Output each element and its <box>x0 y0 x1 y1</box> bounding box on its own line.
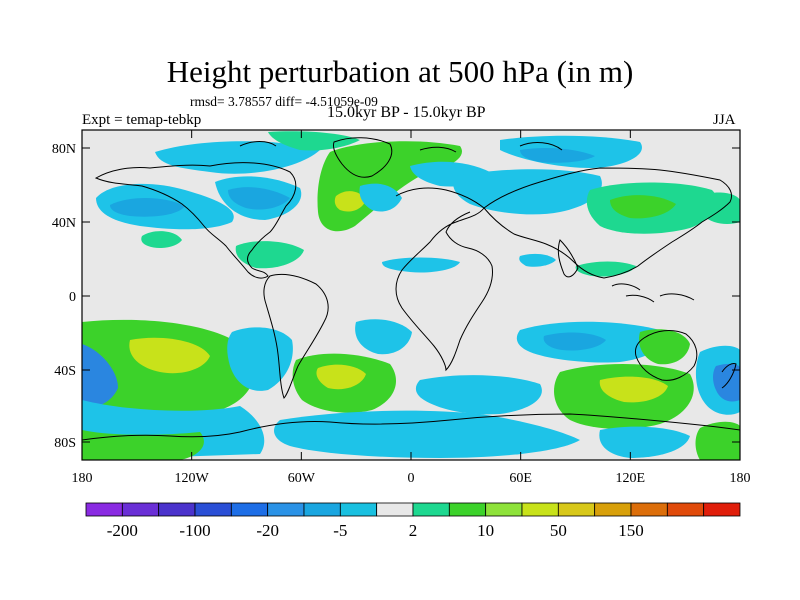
contour-region <box>274 410 580 458</box>
coastlines <box>82 137 740 441</box>
lon-label: 120W <box>175 471 210 486</box>
contour-region <box>599 376 668 403</box>
contour-region <box>228 187 290 210</box>
contour-region <box>316 364 366 390</box>
season-label: JJA <box>713 112 736 128</box>
colorbar: -200 -100 -20 -5 2 10 50 150 <box>85 502 741 540</box>
colorbar-swatch <box>85 502 123 517</box>
contour-region <box>695 421 740 460</box>
contour-region <box>141 231 182 248</box>
latitude-axis: 80N 40N 0 40S 80S <box>52 142 740 451</box>
plot-title: Height perturbation at 500 hPa (in m) <box>166 54 634 89</box>
colorbar-swatch <box>448 502 487 517</box>
contour-region <box>519 253 556 267</box>
contour-region <box>415 375 542 415</box>
lat-label: 40S <box>54 364 76 379</box>
colorbar-swatch <box>557 502 596 517</box>
colorbar-swatch <box>194 502 232 517</box>
colorbar-swatch <box>121 502 160 517</box>
colorbar-label: 2 <box>409 521 418 540</box>
colorbar-swatch <box>521 502 559 517</box>
contour-region <box>698 192 740 224</box>
contour-region <box>575 261 636 277</box>
lon-label: 60E <box>509 471 532 486</box>
colorbar-swatch <box>376 502 414 517</box>
colorbar-swatch <box>703 502 741 517</box>
contour-region <box>355 319 412 355</box>
contour-region <box>382 257 460 273</box>
colorbar-swatch <box>412 502 450 517</box>
lat-label: 0 <box>69 290 76 305</box>
longitude-axis: 180 120W 60W 0 60E 120E 180 <box>72 130 751 486</box>
lon-label: 0 <box>408 471 415 486</box>
contour-region <box>268 131 360 151</box>
contour-region <box>110 197 185 217</box>
contour-region <box>82 344 118 410</box>
colorbar-swatch <box>666 502 705 517</box>
contour-region <box>359 183 402 212</box>
lon-label: 180 <box>730 471 751 486</box>
colorbar-label: 50 <box>550 521 567 540</box>
colorbar-label: 10 <box>477 521 494 540</box>
colorbar-label: -5 <box>333 521 347 540</box>
contour-region <box>334 191 366 212</box>
contour-region <box>599 426 690 458</box>
colorbar-swatch <box>158 502 196 517</box>
lat-label: 80S <box>54 436 76 451</box>
colorbar-label: -200 <box>107 521 138 540</box>
colorbar-swatch <box>339 502 378 517</box>
colorbar-swatch <box>267 502 305 517</box>
colorbar-swatch <box>594 502 632 517</box>
contour-region <box>520 148 595 163</box>
contour-region <box>82 430 204 460</box>
colorbar-label: -20 <box>256 521 279 540</box>
contour-region <box>543 332 606 351</box>
colorbar-swatch <box>630 502 668 517</box>
contour-region <box>235 241 304 269</box>
stats-line: rmsd= 3.78557 diff= -4.51059e-09 <box>190 94 378 109</box>
colorbar-swatch <box>230 502 269 517</box>
lat-label: 40N <box>52 216 76 231</box>
lon-label: 60W <box>288 471 316 486</box>
lon-label: 180 <box>72 471 93 486</box>
contour-region <box>129 337 210 374</box>
contour-region <box>610 195 676 219</box>
colorbar-label: -100 <box>179 521 210 540</box>
colorbar-label: 150 <box>618 521 644 540</box>
lat-label: 80N <box>52 142 76 157</box>
colorbar-swatch <box>485 502 523 517</box>
contour-region <box>638 329 690 365</box>
period-label: 15.0kyr BP - 15.0kyr BP <box>327 104 486 121</box>
colorbar-swatch <box>303 502 341 517</box>
experiment-label: Expt = temap-tebkp <box>82 112 202 128</box>
lon-label: 120E <box>616 471 646 486</box>
